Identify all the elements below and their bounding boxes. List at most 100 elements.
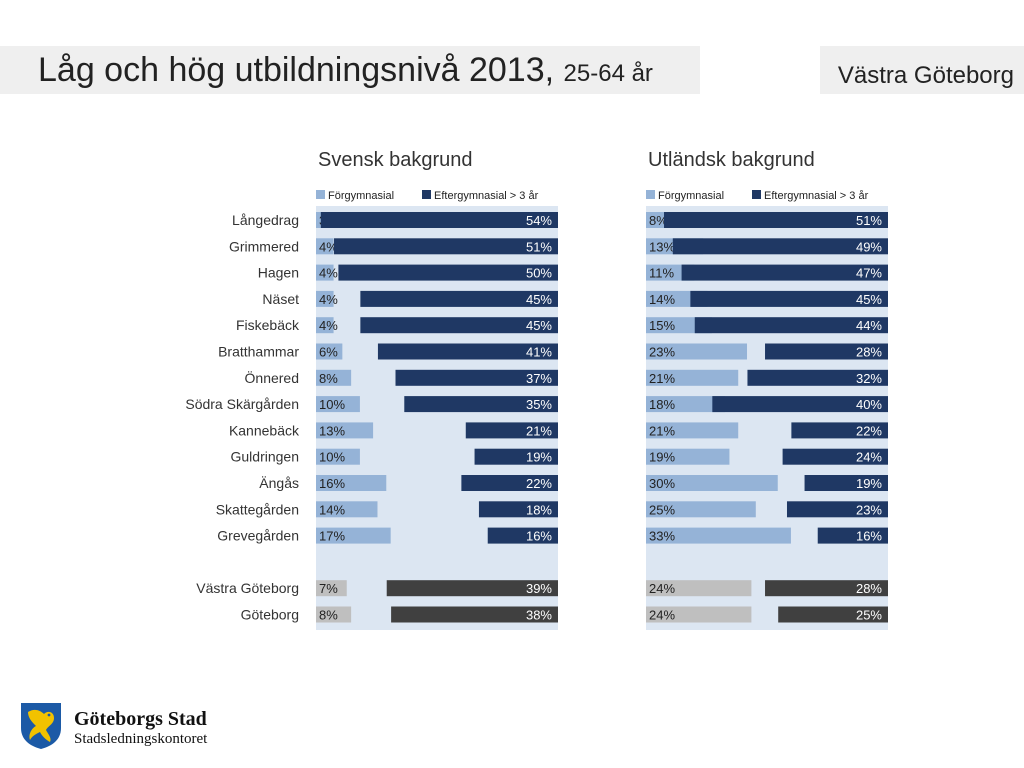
data-label-low: 8%	[649, 213, 668, 228]
legend-label-high-utlandsk: Eftergymnasial > 3 år	[764, 190, 869, 202]
bar-high-education	[690, 290, 888, 307]
bar-low-education	[646, 580, 752, 597]
data-label-high: 16%	[856, 529, 882, 544]
bar-low-education	[646, 422, 739, 439]
bar-high-education	[334, 238, 558, 255]
data-label-low: 24%	[649, 608, 675, 623]
data-label-high: 18%	[526, 502, 552, 517]
data-label-low: 4%	[319, 266, 338, 281]
category-label: Önnered	[245, 369, 299, 386]
data-label-high: 39%	[526, 581, 552, 596]
data-label-low: 21%	[649, 423, 675, 438]
data-label-low: 8%	[319, 608, 338, 623]
bar-low-education	[316, 448, 360, 465]
bar-low-education	[316, 527, 391, 544]
category-label: Guldringen	[231, 449, 300, 465]
bar-low-education	[316, 343, 343, 360]
bar-low-education	[316, 290, 334, 307]
bar-low-education	[316, 580, 347, 597]
data-label-low: 16%	[319, 476, 345, 491]
data-label-high: 23%	[856, 502, 882, 517]
bar-high-education	[672, 238, 888, 255]
bar-low-education	[646, 396, 726, 413]
legend-swatch-low-utlandsk	[646, 190, 655, 199]
bar-low-education	[316, 501, 378, 518]
bar-high-education	[782, 448, 888, 465]
category-label: Grimmered	[229, 238, 299, 254]
bar-low-education	[646, 501, 756, 518]
data-label-high: 21%	[526, 423, 552, 438]
data-label-low: 18%	[649, 397, 675, 412]
bar-high-education	[694, 317, 888, 334]
bar-low-education	[316, 317, 334, 334]
bar-high-education	[664, 212, 888, 228]
data-label-high: 45%	[526, 318, 552, 333]
bar-low-education	[316, 422, 374, 439]
bar-high-education	[487, 527, 558, 544]
org-name: Göteborgs Stad	[74, 708, 207, 730]
data-label-high: 47%	[856, 266, 882, 281]
legend-label-low-utlandsk: Förgymnasial	[658, 190, 724, 202]
data-label-low: 7%	[319, 581, 338, 596]
data-label-low: 4%	[319, 239, 338, 254]
data-label-high: 28%	[856, 345, 882, 360]
bar-high-education	[765, 343, 888, 360]
data-label-high: 44%	[856, 318, 882, 333]
data-label-high: 49%	[856, 239, 882, 254]
data-label-low: 10%	[319, 450, 345, 465]
category-label: Ängås	[259, 475, 299, 491]
data-label-low: 30%	[649, 476, 675, 491]
bar-low-education	[646, 343, 748, 360]
data-label-high: 51%	[526, 239, 552, 254]
bar-high-education	[377, 343, 558, 360]
bar-high-education	[320, 212, 558, 228]
bar-low-education	[646, 527, 791, 544]
data-label-low: 19%	[649, 450, 675, 465]
data-label-low: 23%	[649, 345, 675, 360]
charts-area: Svensk bakgrund Förgymnasial Eftergymnasia…	[185, 149, 888, 630]
category-label: Fiskebäck	[236, 317, 300, 333]
bar-low-education	[316, 264, 334, 281]
data-label-high: 32%	[856, 371, 882, 386]
data-label-low: 33%	[649, 529, 675, 544]
data-label-low: 17%	[319, 529, 345, 544]
bar-high-education	[478, 501, 558, 518]
bar-low-education	[646, 448, 730, 465]
bar-high-education	[804, 475, 888, 491]
organization-block: Göteborgs Stad Stadsledningskontoret	[74, 708, 207, 748]
data-label-low: 15%	[649, 318, 675, 333]
category-label: Södra Skärgården	[185, 396, 299, 412]
page-subtitle: 25-64 år	[563, 60, 653, 87]
data-label-low: 21%	[649, 371, 675, 386]
data-label-low: 25%	[649, 502, 675, 517]
goteborg-lion-logo-icon	[21, 703, 61, 749]
data-label-high: 22%	[856, 423, 882, 438]
bar-low-education	[316, 396, 360, 413]
data-label-high: 24%	[856, 450, 882, 465]
category-label: Näset	[262, 291, 299, 307]
data-label-high: 16%	[526, 529, 552, 544]
bar-high-education	[465, 422, 558, 439]
bar-high-education	[765, 580, 888, 597]
page-title: Låg och hög utbildningsnivå 2013, 25-64 …	[38, 51, 653, 90]
category-label: Västra Göteborg	[196, 580, 299, 596]
bar-low-education	[646, 606, 752, 623]
data-label-low: 14%	[319, 502, 345, 517]
legend-swatch-high-svensk	[422, 190, 431, 199]
data-label-high: 37%	[526, 371, 552, 386]
data-label-high: 22%	[526, 476, 552, 491]
data-label-low: 11%	[649, 266, 674, 281]
category-label: Långedrag	[232, 212, 299, 228]
bar-high-education	[474, 448, 558, 465]
data-label-high: 51%	[856, 213, 882, 228]
data-label-high: 25%	[856, 608, 882, 623]
page-title-main: Låg och hög utbildningsnivå 2013,	[38, 51, 555, 89]
category-label: Grevegården	[217, 528, 299, 544]
bar-high-education	[747, 369, 888, 386]
bar-high-education	[461, 475, 558, 491]
legend-swatch-low-svensk	[316, 190, 325, 199]
category-label: Skattegården	[216, 501, 299, 517]
title-band	[0, 46, 1024, 94]
data-label-high: 40%	[856, 397, 882, 412]
legend-label-low-svensk: Förgymnasial	[328, 190, 394, 202]
